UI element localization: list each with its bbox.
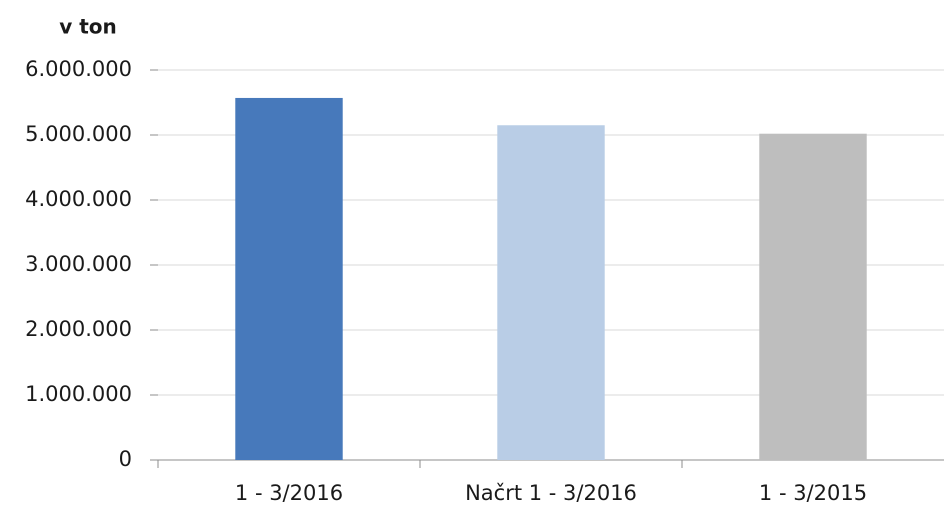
x-tick-label: 1 - 3/2015: [759, 481, 867, 505]
bar: [497, 125, 605, 460]
y-tick-label: 5.000.000: [25, 122, 132, 146]
y-tick-label: 1.000.000: [25, 382, 132, 406]
y-tick-label: 2.000.000: [25, 317, 132, 341]
bar: [235, 97, 343, 460]
x-tick-label: Načrt 1 - 3/2016: [465, 481, 637, 505]
y-axis-title: v ton: [59, 15, 117, 39]
y-tick-label: 6.000.000: [25, 57, 132, 81]
y-tick-label: 4.000.000: [25, 187, 132, 211]
y-tick-label: 3.000.000: [25, 252, 132, 276]
y-tick-label: 0: [119, 447, 132, 471]
bar: [759, 133, 867, 460]
x-tick-label: 1 - 3/2016: [235, 481, 343, 505]
